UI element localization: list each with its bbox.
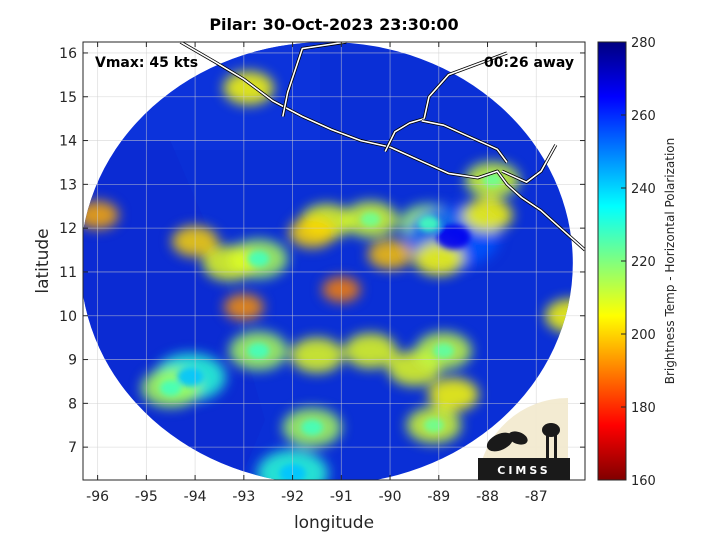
y-tick-label: 13	[59, 177, 77, 193]
colorbar-ticks: 160 180 200 220 240 260 280	[621, 36, 656, 489]
y-tick-label: 7	[68, 440, 77, 456]
water-tower-leg-icon	[554, 432, 557, 460]
colorbar-tick-label: 220	[631, 255, 656, 270]
x-tick-label: -87	[525, 489, 548, 505]
y-tick-label: 11	[59, 265, 77, 281]
x-tick-label: -91	[330, 489, 353, 505]
convection-core	[247, 342, 270, 359]
y-axis-label: latitude	[33, 228, 53, 293]
logo-base	[478, 458, 570, 480]
vmax-annotation: Vmax: 45 kts	[95, 55, 198, 71]
coastline	[180, 42, 585, 251]
satellite-dish-icon-small	[508, 431, 528, 445]
grid-lines	[83, 42, 585, 480]
x-tick-label: -95	[135, 489, 158, 505]
colorbar-tick-label: 200	[631, 328, 656, 343]
y-tick-label: 9	[68, 353, 77, 369]
colorbar-tick-label: 240	[631, 182, 656, 197]
chart-title: Pilar: 30-Oct-2023 23:30:00	[209, 15, 458, 34]
colorbar-tick-label: 260	[631, 109, 656, 124]
convection-core	[418, 215, 440, 232]
water-tower-icon	[542, 423, 560, 437]
convection-core	[360, 212, 381, 227]
y-axis-ticks: 7 8 9 10 11 12 13 14 15 16	[59, 46, 585, 456]
convection-core	[433, 343, 455, 359]
country-border	[421, 120, 508, 163]
x-axis-ticks: -96 -95 -94 -93 -92 -91 -90 -89 -88 -87	[86, 42, 548, 505]
country-border	[501, 144, 557, 183]
y-tick-label: 10	[59, 309, 77, 325]
colorbar-tick-label: 180	[631, 401, 656, 416]
country-border	[282, 42, 347, 117]
water-tower-leg-icon	[546, 432, 549, 460]
convection-feature	[288, 217, 336, 249]
colorbar-tick-label: 160	[631, 474, 656, 489]
y-tick-label: 8	[68, 396, 77, 412]
y-tick-label: 15	[59, 90, 77, 106]
x-axis-label: longitude	[294, 513, 374, 533]
colorbar-label: Brightness Temp - Horizontal Polarizatio…	[663, 138, 677, 385]
convection-core	[301, 419, 323, 436]
y-tick-label: 14	[59, 134, 77, 150]
time-away-annotation: 00:26 away	[484, 55, 574, 71]
x-tick-label: -96	[86, 489, 109, 505]
convection-feature	[290, 337, 344, 373]
y-tick-label: 12	[59, 221, 77, 237]
convection-core	[177, 367, 204, 387]
logo-text: CIMSS	[497, 464, 550, 477]
y-tick-label: 16	[59, 46, 77, 62]
colorbar-tick-label: 280	[631, 36, 656, 51]
convection-core	[436, 224, 471, 250]
x-tick-label: -88	[476, 489, 499, 505]
x-tick-label: -89	[427, 489, 450, 505]
convection-feature	[223, 71, 275, 105]
x-tick-label: -90	[379, 489, 402, 505]
satellite-dish-icon	[486, 432, 514, 452]
country-border	[423, 52, 508, 119]
coastline-layer	[179, 42, 585, 252]
convection-core	[159, 380, 182, 396]
convection-core	[247, 250, 270, 267]
convection-core	[423, 417, 444, 433]
cimss-logo: CIMSS	[478, 397, 570, 480]
axes-box	[82, 41, 586, 481]
country-border	[384, 117, 425, 152]
convection-feature	[428, 377, 479, 412]
x-tick-label: -93	[232, 489, 255, 505]
x-tick-label: -92	[281, 489, 304, 505]
x-tick-label: -94	[184, 489, 207, 505]
